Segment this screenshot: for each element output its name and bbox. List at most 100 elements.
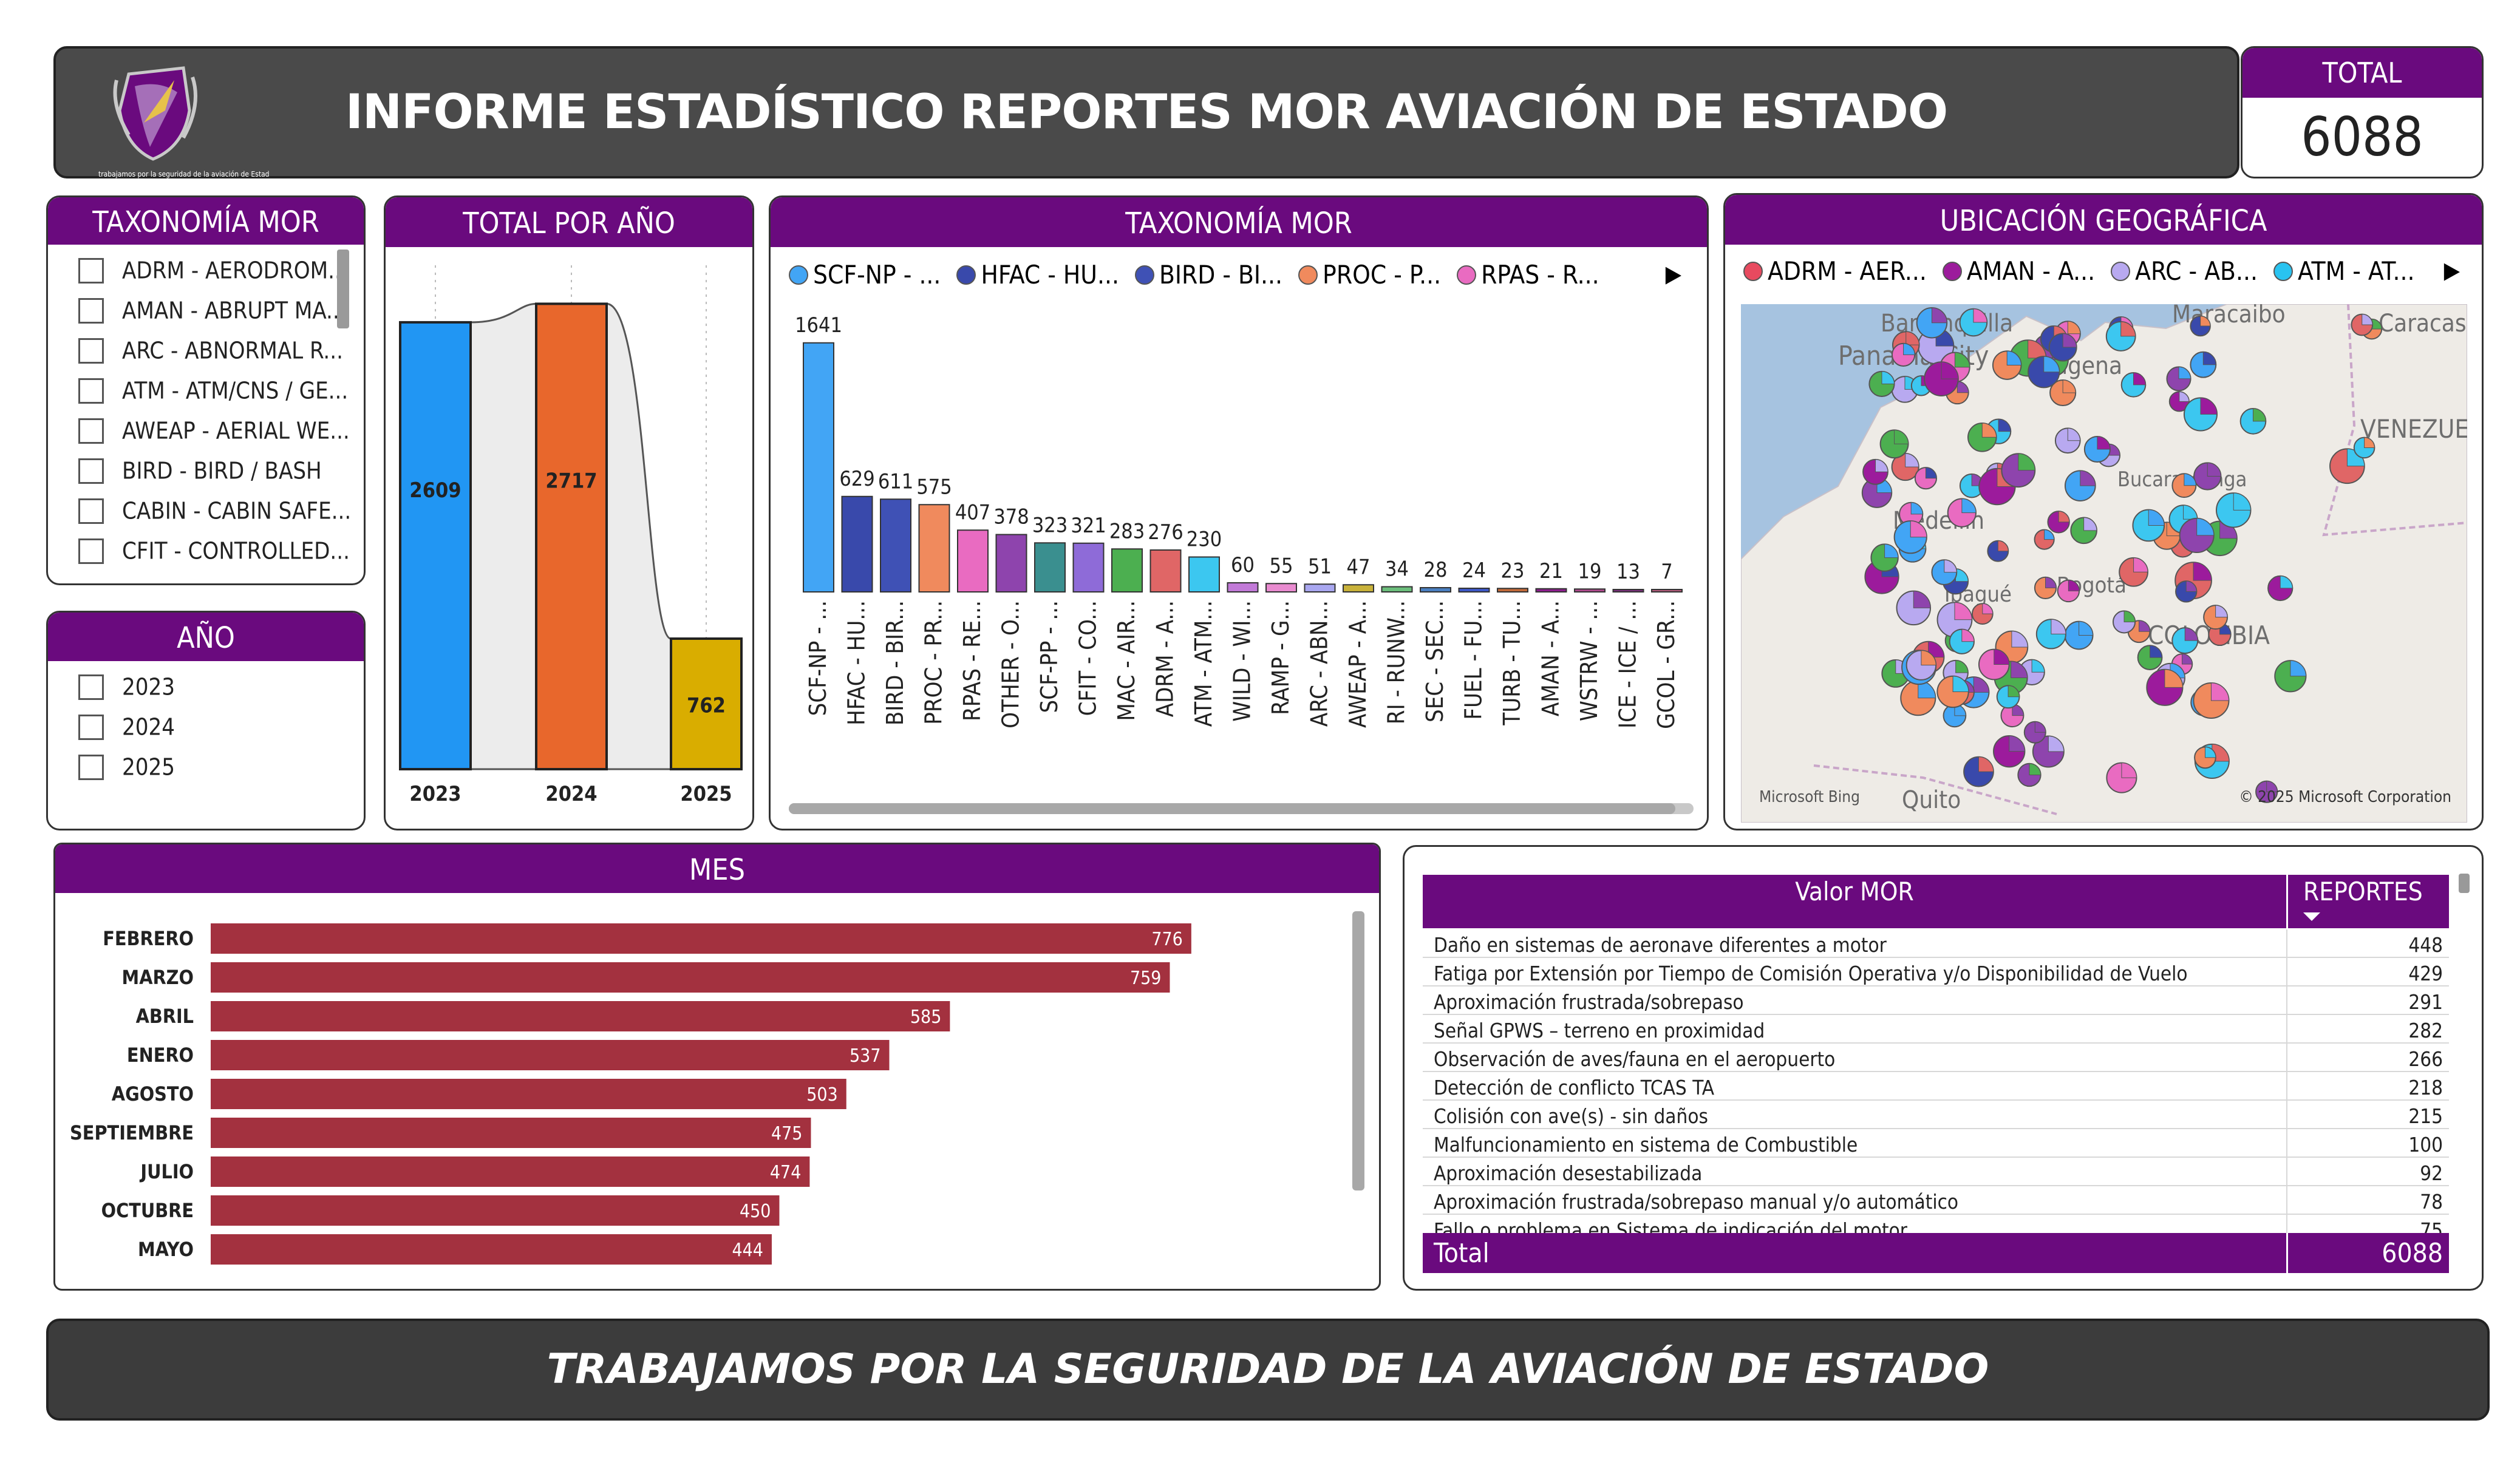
bar[interactable] xyxy=(211,1118,811,1148)
legend-item[interactable]: ARC - AB... xyxy=(2111,254,2258,286)
bar[interactable] xyxy=(1420,587,1451,593)
location-bubble[interactable] xyxy=(2047,511,2070,534)
bar[interactable] xyxy=(880,498,911,593)
bar[interactable] xyxy=(211,1001,950,1031)
next-arrow-icon[interactable]: ▶ xyxy=(2443,257,2460,284)
location-bubble[interactable] xyxy=(2057,579,2080,603)
location-bubble[interactable] xyxy=(2083,435,2111,463)
table-row[interactable]: Observación de aves/fauna en el aeropuer… xyxy=(1423,1044,2449,1072)
location-bubble[interactable] xyxy=(2119,557,2148,587)
location-bubble[interactable] xyxy=(2351,313,2374,336)
table-row[interactable]: Malfuncionamiento en sistema de Combusti… xyxy=(1423,1129,2449,1158)
table-row[interactable]: Aproximación desestabilizada 92 xyxy=(1423,1158,2449,1186)
table-row[interactable]: Fatiga por Extensión por Tiempo de Comis… xyxy=(1423,958,2449,987)
location-bubble[interactable] xyxy=(1978,648,2010,681)
location-bubble[interactable] xyxy=(1947,498,1977,528)
legend-item[interactable]: RPAS - R... xyxy=(1457,258,1599,290)
location-bubble[interactable] xyxy=(1963,756,1994,787)
location-bubble[interactable] xyxy=(2032,735,2065,768)
bar[interactable] xyxy=(918,504,950,593)
taxonomy-option[interactable]: ARC - ABNORMAL R... xyxy=(78,336,343,370)
bar[interactable] xyxy=(211,1079,846,1109)
bar[interactable] xyxy=(1458,588,1490,593)
map[interactable]: BarranquillaMaracaiboCaracasPanama CityC… xyxy=(1741,304,2467,823)
location-bubble[interactable] xyxy=(1959,308,1988,337)
checkbox[interactable] xyxy=(78,754,104,780)
table-row[interactable]: Daño en sistemas de aeronave diferentes … xyxy=(1423,929,2449,958)
location-bubble[interactable] xyxy=(2146,668,2184,706)
scrollbar[interactable] xyxy=(337,250,349,328)
checkbox[interactable] xyxy=(78,297,104,324)
bar[interactable] xyxy=(1072,542,1105,593)
checkbox[interactable] xyxy=(78,418,104,444)
bar[interactable] xyxy=(1149,549,1182,593)
bar[interactable] xyxy=(1188,556,1220,593)
location-bubble[interactable] xyxy=(1914,467,1938,490)
bar[interactable] xyxy=(211,962,1170,993)
location-bubble[interactable] xyxy=(2034,576,2057,600)
bar[interactable] xyxy=(1574,588,1606,593)
location-bubble[interactable] xyxy=(2329,448,2365,484)
bar[interactable] xyxy=(1497,588,1528,593)
location-bubble[interactable] xyxy=(1916,307,1948,339)
location-bubble[interactable] xyxy=(2171,627,2199,654)
scrollbar-thumb[interactable] xyxy=(789,803,1675,814)
location-bubble[interactable] xyxy=(2255,780,2278,803)
bar[interactable] xyxy=(211,923,1191,954)
location-bubble[interactable] xyxy=(2190,315,2211,337)
year-option[interactable]: 2023 xyxy=(78,672,175,706)
location-bubble[interactable] xyxy=(1967,422,1997,452)
checkbox[interactable] xyxy=(78,498,104,524)
table-row[interactable]: Fallo o problema en Sistema de indicació… xyxy=(1423,1215,2449,1233)
location-bubble[interactable] xyxy=(1996,685,2020,709)
bar[interactable] xyxy=(211,1156,810,1187)
legend-item[interactable]: PROC - P... xyxy=(1298,258,1441,290)
bar[interactable] xyxy=(399,321,472,770)
scrollbar[interactable] xyxy=(1352,911,1364,1190)
bar[interactable] xyxy=(1227,582,1259,593)
location-bubble[interactable] xyxy=(1936,602,1973,638)
location-bubble[interactable] xyxy=(1905,650,1937,681)
location-bubble[interactable] xyxy=(2183,397,2218,432)
checkbox[interactable] xyxy=(78,458,104,484)
location-bubble[interactable] xyxy=(2001,453,2036,488)
location-bubble[interactable] xyxy=(1893,520,1927,554)
bar[interactable] xyxy=(1535,588,1567,593)
location-bubble[interactable] xyxy=(2168,391,2190,412)
taxonomy-option[interactable]: CABIN - CABIN SAFE... xyxy=(78,496,351,530)
location-bubble[interactable] xyxy=(2132,509,2165,542)
table-row[interactable]: Señal GPWS – terreno en proximidad 282 xyxy=(1423,1015,2449,1044)
location-bubble[interactable] xyxy=(2137,645,2163,670)
table-row[interactable]: Aproximación frustrada/sobrepaso 291 xyxy=(1423,987,2449,1015)
taxonomy-option[interactable]: AWEAP - AERIAL WE... xyxy=(78,416,350,450)
checkbox[interactable] xyxy=(78,378,104,404)
location-bubble[interactable] xyxy=(2171,473,2197,498)
bar[interactable] xyxy=(1381,586,1413,593)
bar[interactable] xyxy=(1034,542,1066,593)
location-bubble[interactable] xyxy=(1931,559,1958,586)
location-bubble[interactable] xyxy=(1891,342,1916,367)
location-bubble[interactable] xyxy=(1900,680,1936,716)
checkbox[interactable] xyxy=(78,538,104,564)
bar[interactable] xyxy=(211,1234,772,1265)
location-bubble[interactable] xyxy=(1896,590,1932,626)
location-bubble[interactable] xyxy=(1936,675,1969,708)
location-bubble[interactable] xyxy=(1879,429,1909,459)
legend-item[interactable]: AMAN - A... xyxy=(1942,254,2095,286)
location-bubble[interactable] xyxy=(2034,529,2055,550)
location-bubble[interactable] xyxy=(2064,620,2094,650)
location-bubble[interactable] xyxy=(2017,762,2042,787)
legend-item[interactable]: HFAC - HU... xyxy=(956,258,1119,290)
taxonomy-option[interactable]: CFIT - CONTROLLED... xyxy=(78,536,350,570)
table-row[interactable]: Colisión con ave(s) - sin daños 215 xyxy=(1423,1101,2449,1129)
location-bubble[interactable] xyxy=(2193,462,2222,491)
location-bubble[interactable] xyxy=(2175,580,2198,603)
location-bubble[interactable] xyxy=(2203,605,2229,630)
location-bubble[interactable] xyxy=(2054,427,2081,454)
next-arrow-icon[interactable]: ▶ xyxy=(1665,260,1681,287)
location-bubble[interactable] xyxy=(2070,517,2097,545)
sort-desc-icon[interactable] xyxy=(2303,912,2320,921)
bar[interactable] xyxy=(803,342,834,593)
bar[interactable] xyxy=(1111,548,1143,593)
location-bubble[interactable] xyxy=(1870,543,1899,572)
